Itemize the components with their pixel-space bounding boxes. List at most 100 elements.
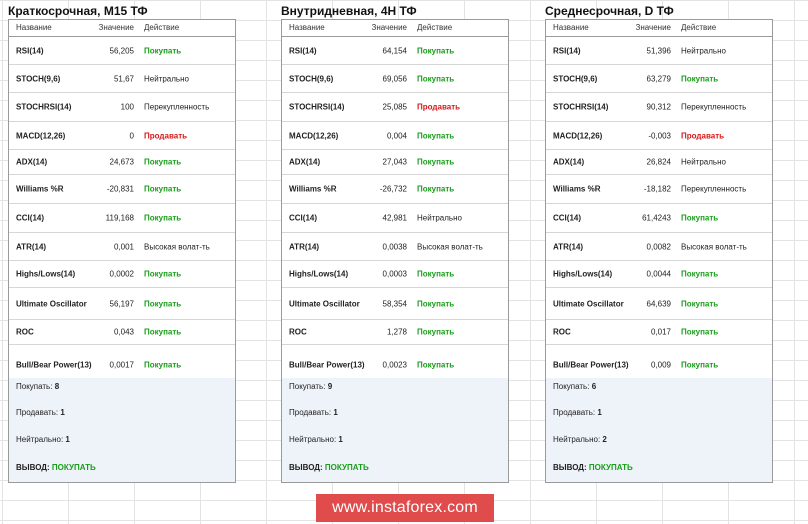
table-row: RSI(14) 51,396 Нейтрально [546,37,772,65]
summary-value: 9 [327,382,333,391]
indicator-name: Ultimate Oscillator [289,299,360,308]
column-header-action: Действие [417,23,453,32]
table-row: STOCHRSI(14) 90,312 Перекупленность [546,93,772,122]
summary-verdict: ВЫВОД: ПОКУПАТЬ [16,463,96,473]
indicator-name: Bull/Bear Power(13) [16,360,92,369]
indicator-value: 0,0003 [382,269,407,279]
column-header-value: Значение [98,23,134,32]
summary-value: 6 [591,382,597,391]
indicator-value: 1,278 [386,327,407,337]
indicator-name: CCI(14) [16,213,45,223]
summary-label: Нейтрально: [553,435,601,444]
indicator-action: Покупать [681,327,719,337]
indicator-value: 42,981 [382,213,407,223]
indicator-name: STOCH(9,6) [553,74,598,83]
indicator-value: 69,056 [382,74,407,83]
indicator-action: Покупать [144,157,182,167]
indicator-action: Покупать [144,46,182,55]
indicator-value: -20,831 [106,184,134,194]
panel-title: Внутридневная, 4H ТФ [281,4,417,18]
indicator-action: Покупать [681,74,719,83]
table-row: ADX(14) 24,673 Покупать [9,150,235,175]
indicator-value: 0,0044 [646,269,671,279]
indicator-action: Нейтрально [144,74,189,83]
summary-label: Нейтрально: [289,435,337,444]
indicator-value: 0,0023 [382,360,407,369]
summary-value: 1 [338,435,343,444]
indicator-name: Bull/Bear Power(13) [289,360,365,369]
watermark-banner: www.instaforex.com [316,494,494,522]
indicator-value: -26,732 [379,184,407,194]
verdict-label: ВЫВОД: [16,463,50,472]
column-header-name: Название [553,23,589,32]
indicator-action: Нейтрально [681,157,726,167]
indicator-action: Покупать [681,360,719,369]
table-row: STOCH(9,6) 51,67 Нейтрально [9,65,235,93]
indicator-value: 0,043 [113,327,134,337]
indicator-value: 64,639 [646,299,671,308]
indicator-name: Ultimate Oscillator [553,299,624,308]
column-header-value: Значение [371,23,407,32]
indicator-action: Перекупленность [681,102,747,112]
table-row: ADX(14) 26,824 Нейтрально [546,150,772,175]
table-row: ROC 0,017 Покупать [546,320,772,345]
indicator-name: CCI(14) [553,213,582,223]
indicator-panel: Краткосрочная, M15 ТФ Название Значение Дей… [8,0,236,483]
indicator-action: Перекупленность [681,184,747,194]
indicator-action: Покупать [417,299,455,308]
table-row: Highs/Lows(14) 0,0044 Покупать [546,261,772,288]
indicator-table: Название Значение Действие RSI(14) 64,154 Пок… [281,19,509,483]
indicator-name: STOCHRSI(14) [16,102,72,112]
indicator-name: ADX(14) [289,157,321,167]
indicator-name: ATR(14) [553,242,584,251]
indicator-name: MACD(12,26) [553,131,603,140]
table-row: Highs/Lows(14) 0,0002 Покупать [9,261,235,288]
verdict-label: ВЫВОД: [553,463,587,472]
indicator-value: 27,043 [382,157,407,167]
indicator-action: Покупать [144,269,182,279]
indicator-action: Покупать [417,184,455,194]
indicator-value: 24,673 [109,157,134,167]
indicator-action: Продавать [681,131,725,140]
table-row: CCI(14) 42,981 Нейтрально [282,204,508,233]
indicator-name: Highs/Lows(14) [16,269,76,279]
indicator-name: CCI(14) [289,213,318,223]
indicator-name: STOCHRSI(14) [289,102,345,112]
indicator-action: Высокая волат-ть [144,242,210,251]
indicator-name: Ultimate Oscillator [16,299,87,308]
summary-block: Покупать: 6 Продавать: 1 Нейтрально: 2 ВЫВО… [546,378,772,482]
indicator-value: 61,4243 [642,213,671,223]
panel-title: Краткосрочная, M15 ТФ [8,4,148,18]
summary-label: Покупать: [289,382,326,391]
table-row: ROC 1,278 Покупать [282,320,508,345]
indicator-value: 0,0017 [109,360,134,369]
column-header-name: Название [16,23,52,32]
indicator-action: Перекупленность [144,102,210,112]
table-row: ROC 0,043 Покупать [9,320,235,345]
indicator-action: Покупать [681,213,719,223]
indicator-value: 90,312 [646,102,671,112]
indicator-value: 56,197 [109,299,134,308]
summary-value: 1 [65,435,70,444]
indicator-name: RSI(14) [16,46,44,55]
summary-neutral-count: Нейтрально: 1 [289,435,343,445]
indicator-value: 0,0038 [382,242,407,251]
summary-label: Нейтрально: [16,435,64,444]
summary-block: Покупать: 8 Продавать: 1 Нейтрально: 1 ВЫВО… [9,378,235,482]
table-row: Williams %R -18,182 Перекупленность [546,175,772,204]
summary-buy-count: Покупать: 6 [553,382,596,392]
table-row: STOCHRSI(14) 25,085 Продавать [282,93,508,122]
summary-label: Продавать: [289,408,332,417]
indicator-action: Высокая волат-ть [417,242,483,251]
summary-sell-count: Продавать: 1 [289,408,338,418]
verdict-value: ПОКУПАТЬ [51,463,96,472]
indicator-value: 0,017 [650,327,671,337]
indicator-name: ROC [289,327,307,337]
indicator-action: Покупать [681,299,719,308]
indicator-value: 119,168 [105,213,134,223]
indicator-value: 0,004 [386,131,407,140]
summary-value: 1 [333,408,338,417]
indicator-table: Название Значение Действие RSI(14) 51,396 Ней… [545,19,773,483]
indicator-action: Продавать [417,102,461,112]
indicator-action: Продавать [144,131,188,140]
